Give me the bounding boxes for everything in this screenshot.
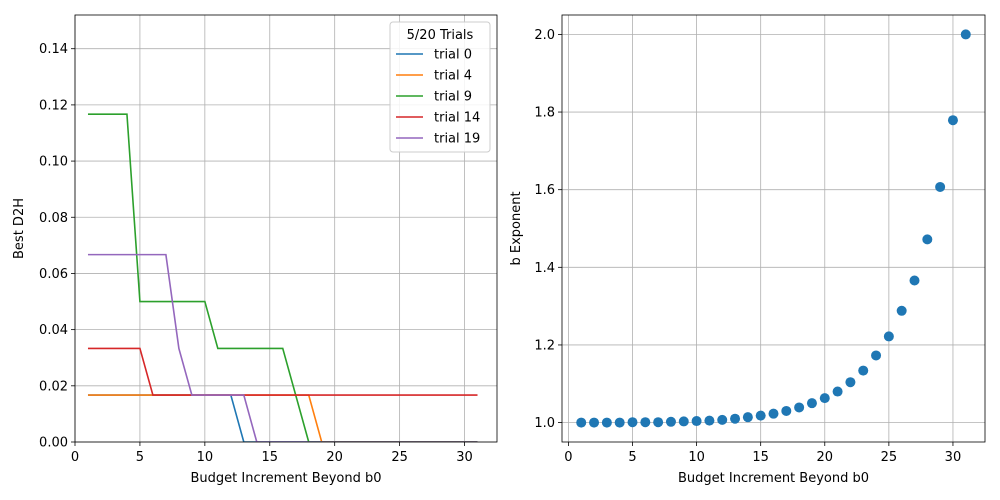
- scatter-point: [691, 416, 702, 427]
- scatter-point: [614, 417, 625, 428]
- scatter-point: [960, 29, 971, 40]
- x-axis-label: Budget Increment Beyond b0: [678, 471, 869, 486]
- x-tick-label: 25: [881, 450, 898, 465]
- right-chart-b-exponent: 0 5 10 15 20 25 30 1.0 1.2 1.4 1.6 1.8 2.0 Budget Inc…: [509, 14, 986, 486]
- series-line-trial-14: [87, 347, 478, 396]
- scatter-point: [845, 377, 856, 388]
- scatter-point: [742, 412, 753, 423]
- legend-entry: trial 9: [434, 90, 472, 105]
- y-tick-label: 1.8: [534, 106, 555, 121]
- scatter-point: [601, 417, 612, 428]
- scatter-point: [819, 393, 830, 404]
- plot-frame: [561, 14, 986, 443]
- scatter-point: [947, 115, 958, 126]
- y-axis-label: Best D2H: [12, 198, 27, 259]
- y-tick-label: 1.6: [534, 183, 555, 198]
- scatter-point: [883, 331, 894, 342]
- x-tick-label: 20: [326, 450, 343, 465]
- y-tick-label: 1.2: [534, 338, 555, 353]
- scatter-point: [678, 416, 689, 427]
- scatter-point: [935, 181, 946, 192]
- x-tick-label: 10: [688, 450, 705, 465]
- x-tick-label: 5: [136, 450, 144, 465]
- x-tick-label: 20: [816, 450, 833, 465]
- scatter-point: [665, 416, 676, 427]
- legend: 5/20 Trials trial 0 trial 4 trial 9 trial 14…: [389, 21, 491, 153]
- scatter-point: [589, 417, 600, 428]
- scatter-point: [730, 413, 741, 424]
- series-line-trial-9: [87, 113, 478, 442]
- y-tick-label: 2.0: [534, 28, 555, 43]
- x-tick-label: 10: [197, 450, 214, 465]
- y-tick-label: 0.00: [39, 436, 68, 451]
- x-tick-label: 15: [752, 450, 769, 465]
- scatter-point: [794, 402, 805, 413]
- scatter-point: [909, 275, 920, 286]
- y-axis-label: b Exponent: [509, 191, 524, 265]
- y-tick-label: 1.0: [534, 416, 555, 431]
- y-tick-label: 0.14: [39, 42, 68, 57]
- legend-title: 5/20 Trials: [407, 28, 474, 43]
- scatter-point: [704, 415, 715, 426]
- y-tick-label: 0.12: [39, 98, 68, 113]
- series-lines: [87, 113, 478, 442]
- y-tick-label: 0.10: [39, 155, 68, 170]
- x-tick-label: 30: [456, 450, 473, 465]
- left-chart-d2h: 0 5 10 15 20 25 30 0.00 0.02 0.04 0.06 0.08 0.10 0.12…: [12, 14, 498, 486]
- scatter-point: [768, 408, 779, 419]
- x-tick-label: 0: [71, 450, 79, 465]
- legend-entry: trial 14: [434, 111, 480, 126]
- scatter-point: [832, 386, 843, 397]
- x-tick-label: 15: [261, 450, 278, 465]
- y-tick-label: 0.02: [39, 379, 68, 394]
- scatter-point: [871, 350, 882, 361]
- legend-entry: trial 0: [434, 48, 472, 63]
- x-tick-label: 25: [391, 450, 408, 465]
- x-tick-label: 0: [564, 450, 572, 465]
- series-line-trial-19: [87, 253, 478, 442]
- legend-entry: trial 19: [434, 132, 480, 147]
- scatter-point: [896, 305, 907, 316]
- x-tick-label: 30: [945, 450, 962, 465]
- scatter-point: [640, 417, 651, 428]
- y-tick-label: 1.4: [534, 261, 555, 276]
- scatter-point: [806, 398, 817, 409]
- scatter-point: [922, 234, 933, 245]
- scatter-point: [858, 365, 869, 376]
- scatter-point: [717, 414, 728, 425]
- scatter-point: [653, 417, 664, 428]
- y-tick-label: 0.08: [39, 211, 68, 226]
- scatter-point: [627, 417, 638, 428]
- scatter-points: [576, 29, 971, 428]
- scatter-point: [781, 405, 792, 416]
- scatter-point: [755, 410, 766, 421]
- plot-frame: [74, 14, 498, 443]
- x-tick-label: 5: [628, 450, 636, 465]
- legend-entry: trial 4: [434, 69, 472, 84]
- y-tick-label: 0.06: [39, 267, 68, 282]
- scatter-point: [576, 417, 587, 428]
- y-tick-label: 0.04: [39, 323, 68, 338]
- x-axis-label: Budget Increment Beyond b0: [190, 471, 381, 486]
